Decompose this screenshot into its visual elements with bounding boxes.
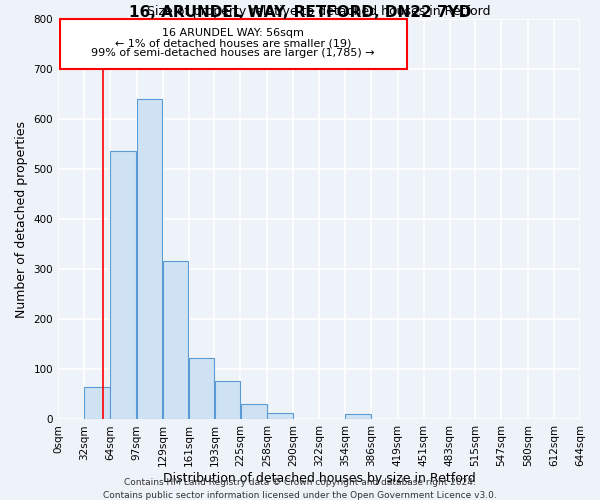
Bar [110, 150, 136, 420]
Bar [84, 387, 110, 420]
Bar [345, 414, 371, 420]
Text: 16 ARUNDEL WAY: 56sqm: 16 ARUNDEL WAY: 56sqm [162, 28, 304, 38]
Text: 16, ARUNDEL WAY, RETFORD, DN22 7YD: 16, ARUNDEL WAY, RETFORD, DN22 7YD [129, 5, 471, 20]
Bar [241, 404, 267, 419]
Text: ← 1% of detached houses are smaller (19): ← 1% of detached houses are smaller (19) [115, 38, 351, 48]
Bar [189, 358, 214, 420]
FancyBboxPatch shape [59, 19, 407, 69]
Text: Contains HM Land Registry data © Crown copyright and database right 2024.
Contai: Contains HM Land Registry data © Crown c… [103, 478, 497, 500]
Bar [268, 413, 293, 420]
Bar [137, 99, 163, 420]
Text: 99% of semi-detached houses are larger (1,785) →: 99% of semi-detached houses are larger (… [91, 48, 375, 58]
Bar [215, 381, 240, 420]
X-axis label: Distribution of detached houses by size in Retford: Distribution of detached houses by size … [163, 472, 475, 485]
Y-axis label: Number of detached properties: Number of detached properties [15, 120, 28, 318]
Bar [163, 262, 188, 420]
Title: Size of property relative to detached houses in Retford: Size of property relative to detached ho… [147, 5, 491, 18]
